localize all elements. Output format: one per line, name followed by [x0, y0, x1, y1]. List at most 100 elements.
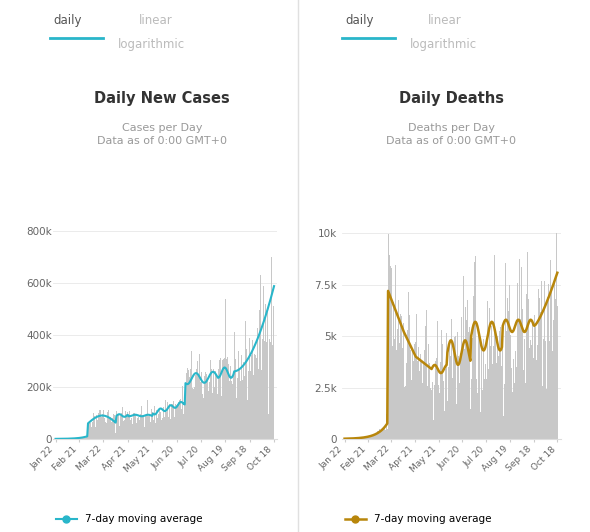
- Bar: [134, 413, 135, 439]
- Bar: [390, 266, 391, 439]
- Bar: [173, 417, 175, 439]
- Bar: [360, 438, 361, 439]
- Bar: [139, 420, 140, 439]
- Bar: [494, 255, 495, 439]
- Bar: [399, 355, 401, 439]
- Bar: [403, 348, 404, 439]
- Bar: [186, 368, 188, 439]
- Bar: [215, 371, 216, 439]
- Text: linear: linear: [428, 14, 461, 27]
- Bar: [204, 376, 205, 439]
- Bar: [451, 319, 452, 439]
- Bar: [408, 292, 409, 439]
- Bar: [358, 438, 359, 439]
- Text: Data as of 0:00 GMT+0: Data as of 0:00 GMT+0: [97, 136, 227, 146]
- Bar: [166, 412, 167, 439]
- Bar: [99, 410, 100, 439]
- Bar: [520, 359, 522, 439]
- Bar: [549, 340, 550, 439]
- Bar: [152, 412, 153, 439]
- Bar: [212, 393, 213, 439]
- Bar: [114, 415, 115, 439]
- Bar: [522, 309, 523, 439]
- Bar: [227, 356, 228, 439]
- Bar: [538, 289, 539, 439]
- Bar: [488, 369, 489, 439]
- Bar: [371, 436, 372, 439]
- Bar: [210, 360, 211, 439]
- Bar: [532, 321, 533, 439]
- Bar: [434, 385, 435, 439]
- Bar: [406, 363, 407, 439]
- Bar: [106, 423, 107, 439]
- Bar: [155, 423, 156, 439]
- Bar: [548, 285, 549, 439]
- Text: daily: daily: [345, 14, 373, 27]
- Bar: [251, 355, 252, 439]
- Bar: [182, 386, 183, 439]
- Bar: [190, 369, 191, 439]
- Bar: [359, 438, 360, 439]
- Bar: [423, 362, 424, 439]
- Bar: [545, 341, 546, 439]
- Bar: [374, 434, 375, 439]
- Bar: [524, 339, 525, 439]
- Bar: [248, 371, 249, 439]
- Bar: [446, 333, 447, 439]
- Bar: [240, 381, 241, 439]
- Bar: [402, 347, 403, 439]
- Bar: [145, 415, 146, 439]
- Bar: [138, 418, 139, 439]
- Bar: [553, 320, 554, 439]
- Bar: [421, 361, 422, 439]
- Bar: [192, 388, 193, 439]
- Bar: [436, 358, 437, 439]
- Bar: [393, 302, 394, 439]
- Bar: [254, 354, 255, 439]
- Bar: [90, 422, 91, 439]
- Bar: [379, 429, 380, 439]
- Text: logarithmic: logarithmic: [410, 38, 477, 51]
- Bar: [478, 320, 480, 439]
- Bar: [97, 420, 98, 439]
- Bar: [169, 404, 170, 439]
- Bar: [258, 369, 259, 439]
- Bar: [383, 429, 384, 439]
- Bar: [437, 321, 438, 439]
- Bar: [157, 398, 158, 439]
- Bar: [218, 369, 219, 439]
- Bar: [151, 409, 152, 439]
- Bar: [462, 346, 463, 439]
- Bar: [81, 438, 82, 439]
- Bar: [476, 379, 477, 439]
- Bar: [428, 344, 429, 439]
- Bar: [183, 414, 184, 439]
- Bar: [125, 411, 126, 439]
- Bar: [129, 411, 130, 439]
- Bar: [420, 354, 421, 439]
- Bar: [236, 398, 237, 439]
- Bar: [518, 320, 519, 439]
- Bar: [382, 428, 383, 439]
- Bar: [555, 299, 556, 439]
- Bar: [226, 359, 227, 439]
- Bar: [104, 417, 106, 439]
- Bar: [124, 420, 125, 439]
- Bar: [481, 349, 482, 439]
- Bar: [107, 412, 108, 439]
- Bar: [219, 360, 220, 439]
- Bar: [485, 364, 486, 439]
- Bar: [503, 417, 504, 439]
- Bar: [363, 437, 364, 439]
- Bar: [441, 330, 442, 439]
- Bar: [415, 342, 416, 439]
- Bar: [163, 407, 164, 439]
- Bar: [366, 436, 367, 439]
- Bar: [507, 298, 508, 439]
- Bar: [529, 347, 530, 439]
- Bar: [386, 414, 387, 439]
- Bar: [378, 431, 379, 439]
- Bar: [232, 384, 233, 439]
- Bar: [409, 315, 410, 439]
- Bar: [457, 331, 458, 439]
